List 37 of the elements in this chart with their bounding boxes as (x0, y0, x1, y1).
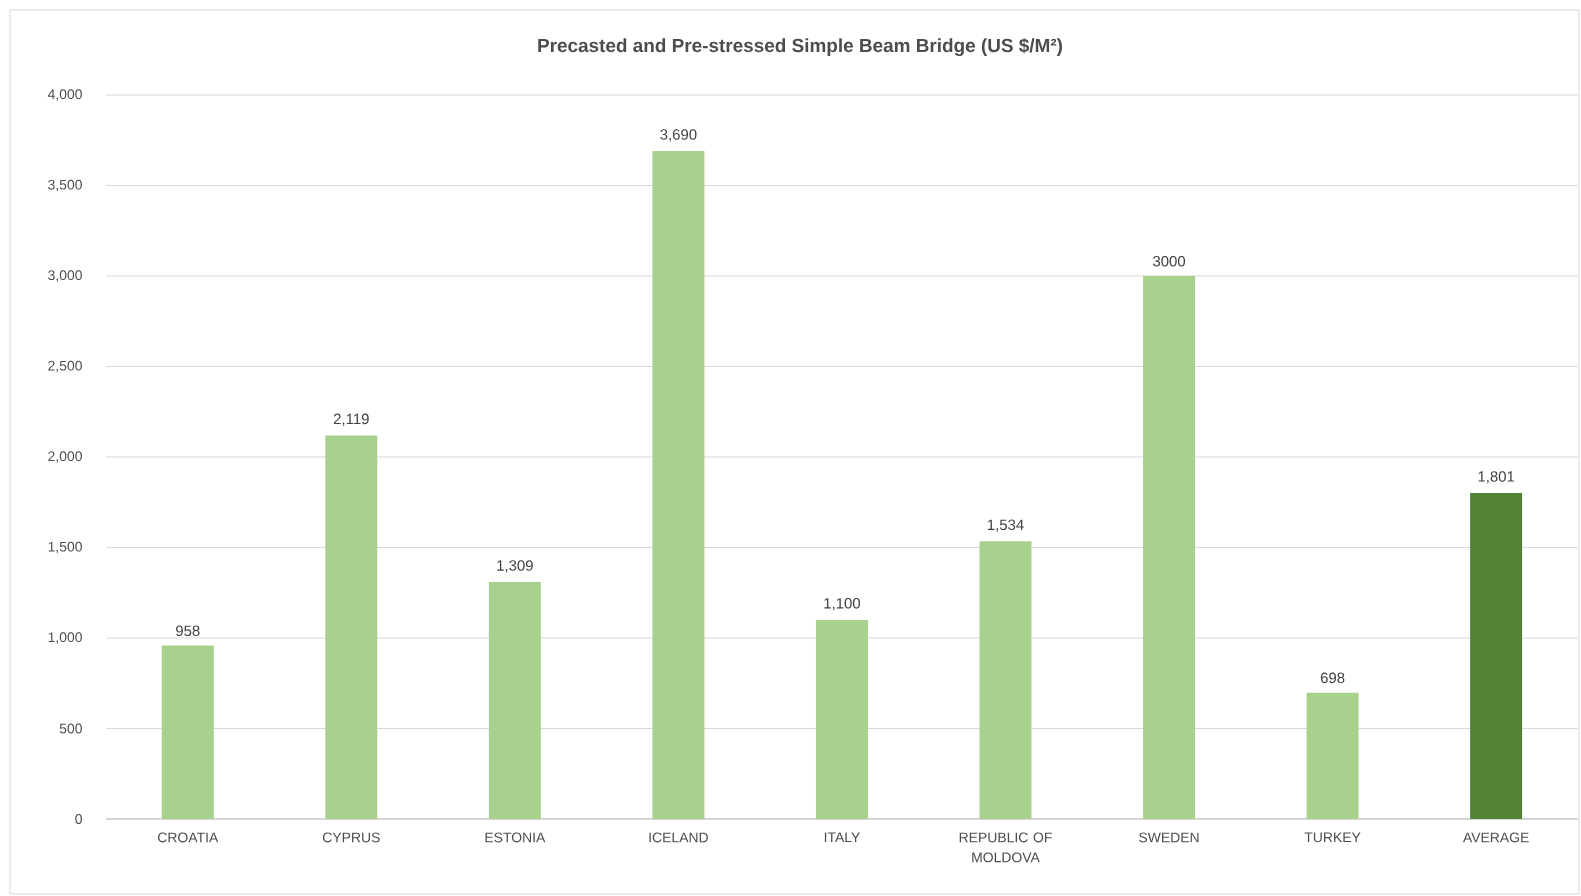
x-tick-label: ESTONIA (485, 832, 546, 843)
x-tick-label: ICELAND (649, 832, 708, 843)
bar (652, 151, 705, 819)
bar (161, 645, 214, 819)
x-tick-label: CROATIA (158, 832, 219, 843)
bar (1143, 276, 1196, 819)
y-tick-label: 2,500 (48, 360, 82, 373)
bar (815, 619, 868, 819)
x-tick-label: AVERAGE (1462, 832, 1529, 843)
data-label: 1,100 (824, 598, 861, 611)
data-label: 1,534 (987, 519, 1024, 532)
y-tick-label: 500 (59, 723, 82, 734)
data-label: 3,690 (660, 129, 697, 142)
data-label: 958 (176, 625, 200, 637)
x-tick-label: SWEDEN (1139, 832, 1199, 843)
y-tick-label: 3,000 (48, 270, 82, 282)
y-tick-label: 4,000 (47, 89, 82, 101)
data-label: 698 (1320, 672, 1345, 684)
data-label: 3000 (1152, 255, 1186, 267)
bar (488, 582, 541, 819)
y-tick-label: 2,000 (48, 451, 82, 463)
chart-title: Precasted and Pre-stressed Simple Beam Bridge (US $/M²) (538, 37, 1062, 57)
y-tick-label: 1,500 (48, 541, 82, 554)
data-label: 2,119 (333, 413, 369, 426)
data-label: 1,801 (1478, 471, 1515, 484)
data-label: 1,309 (497, 560, 533, 573)
bar (979, 541, 1032, 819)
bar (325, 435, 378, 819)
x-tick-label: TURKEY (1304, 832, 1361, 843)
bar (1306, 692, 1359, 819)
x-tick-label: ITALY (824, 832, 860, 843)
y-tick-label: 1,000 (48, 632, 82, 644)
x-tick-label: REPUBLIC OF MOLDOVA (959, 832, 1052, 863)
bar (1470, 493, 1523, 819)
y-tick-label: 0 (75, 814, 82, 824)
y-tick-label: 3,500 (48, 179, 82, 192)
x-tick-label: CYPRUS (322, 832, 380, 843)
